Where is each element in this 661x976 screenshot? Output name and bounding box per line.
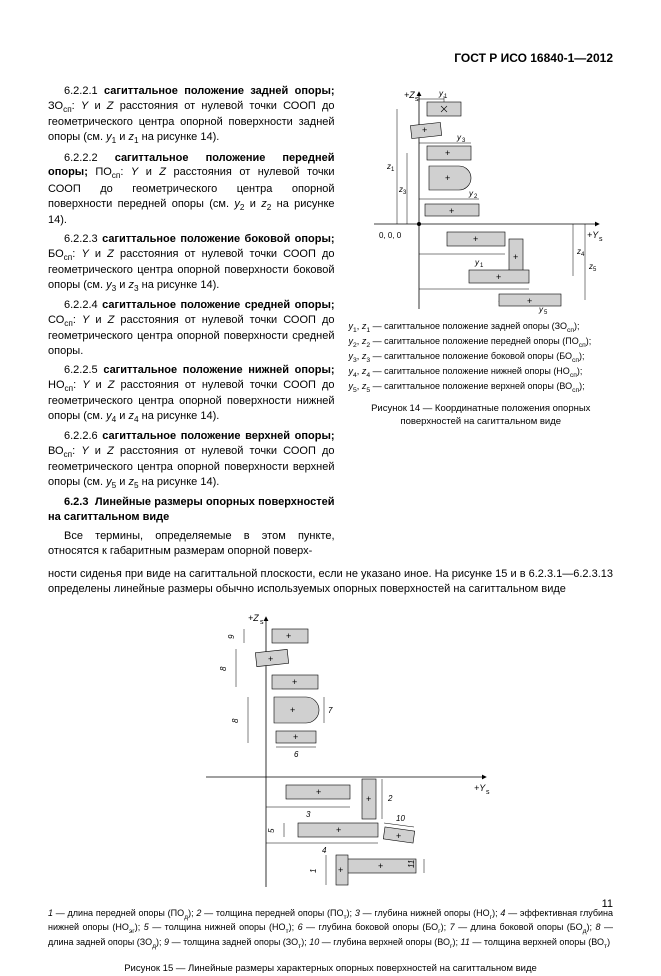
svg-text:+: + — [292, 677, 297, 687]
svg-text:2: 2 — [387, 794, 393, 803]
svg-text:+: + — [422, 125, 427, 135]
svg-text:+: + — [338, 865, 343, 875]
svg-text:6: 6 — [294, 750, 299, 759]
p-623-body-col: Все термины, определяемые в этом пункте,… — [48, 529, 335, 559]
p-623-title: 6.2.3 Линейные размеры опорных поверхнос… — [48, 495, 335, 525]
svg-text:s: s — [415, 96, 419, 103]
svg-text:8: 8 — [219, 666, 228, 671]
figure-15-caption: Рисунок 15 — Линейные размеры характерны… — [48, 963, 613, 976]
figure-14-legend: y1, z1 — сагиттальное положение задней о… — [349, 320, 613, 395]
svg-text:+: + — [496, 272, 501, 282]
p-6223: 6.2.2.3 сагиттальное положение боковой о… — [48, 232, 335, 294]
svg-text:1: 1 — [391, 167, 395, 173]
svg-text:s: s — [599, 236, 603, 243]
svg-text:+: + — [316, 787, 321, 797]
p-6224: 6.2.2.4 сагиттальное положение средней о… — [48, 298, 335, 359]
svg-text:1: 1 — [480, 263, 484, 269]
standard-header: ГОСТ Р ИСО 16840-1—2012 — [48, 50, 613, 66]
svg-text:+: + — [290, 705, 295, 715]
svg-text:0, 0, 0: 0, 0, 0 — [379, 231, 402, 240]
svg-text:+: + — [286, 631, 291, 641]
left-column: 6.2.2.1 сагиттальное положение задней оп… — [48, 84, 335, 563]
svg-text:10: 10 — [396, 814, 405, 823]
svg-text:5: 5 — [267, 828, 276, 833]
svg-text:5: 5 — [593, 267, 597, 273]
svg-text:4: 4 — [322, 846, 327, 855]
figure-14-caption: Рисунок 14 — Координатные положения опор… — [349, 403, 613, 429]
svg-text:+: + — [513, 252, 518, 262]
svg-text:+Y: +Y — [587, 230, 599, 240]
page-number: 11 — [602, 897, 613, 912]
svg-text:+: + — [268, 654, 273, 664]
svg-text:+: + — [473, 234, 478, 244]
svg-text:+: + — [366, 794, 371, 804]
svg-text:3: 3 — [403, 190, 407, 196]
svg-text:+: + — [449, 206, 454, 216]
svg-text:4: 4 — [581, 252, 585, 258]
sec623-title: Линейные размеры опорных поверхностей на… — [48, 496, 335, 523]
svg-text:1: 1 — [444, 94, 448, 100]
svg-text:11: 11 — [407, 859, 416, 867]
p-6222: 6.2.2.2 сагиттальное положение передней … — [48, 151, 335, 228]
svg-text:5: 5 — [544, 310, 548, 314]
svg-text:+: + — [336, 825, 341, 835]
svg-text:+Z: +Z — [404, 90, 415, 100]
p-6226: 6.2.2.6 сагиттальное положение верхней о… — [48, 429, 335, 491]
right-column: +Zs +Ys 0, 0, 0 y1 + + — [349, 84, 613, 428]
svg-text:1: 1 — [309, 868, 318, 872]
sec623-num: 6.2.3 — [64, 496, 88, 508]
svg-text:8: 8 — [231, 718, 240, 723]
svg-text:+Y: +Y — [474, 783, 486, 793]
figure-14: +Zs +Ys 0, 0, 0 y1 + + — [349, 84, 609, 314]
svg-text:7: 7 — [328, 706, 333, 715]
svg-text:3: 3 — [306, 810, 311, 819]
svg-text:9: 9 — [227, 634, 236, 639]
svg-text:+: + — [527, 296, 532, 306]
p-6221: 6.2.2.1 сагиттальное положение задней оп… — [48, 84, 335, 146]
svg-text:s: s — [486, 789, 490, 796]
p-6225: 6.2.2.5 сагиттальное положение нижней оп… — [48, 363, 335, 425]
svg-text:+: + — [445, 148, 450, 158]
svg-text:+Z: +Z — [248, 613, 259, 623]
figure-15-legend: 1 — длина передней опоры (ПОд); 2 — толщ… — [48, 907, 613, 952]
svg-text:+: + — [396, 831, 401, 841]
svg-text:s: s — [260, 619, 264, 626]
svg-text:+: + — [378, 861, 383, 871]
svg-text:+: + — [445, 173, 450, 183]
svg-text:+: + — [293, 732, 298, 742]
p-623-body-full: ности сиденья при виде на сагиттальной п… — [48, 567, 613, 597]
figure-15: +Zs +Ys + 9 + 8 + + 7 + — [166, 607, 496, 897]
